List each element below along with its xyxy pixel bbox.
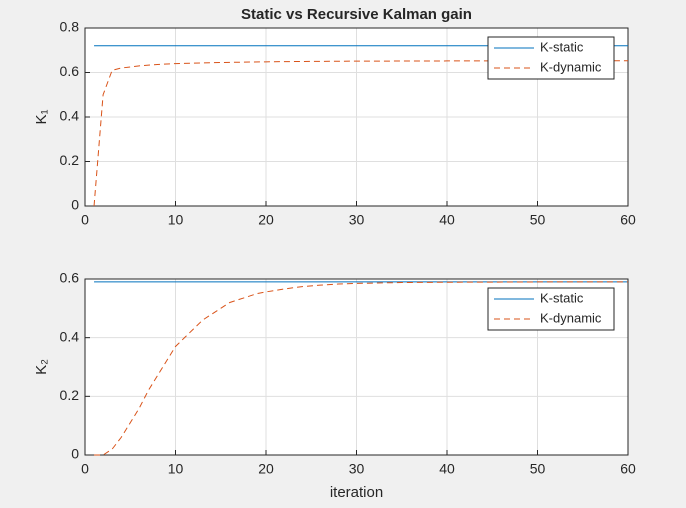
x-axis-label: iteration xyxy=(330,484,383,501)
x-tick-label: 40 xyxy=(439,212,455,228)
y-tick-label: 0.4 xyxy=(60,108,80,124)
chart-title: Static vs Recursive Kalman gain xyxy=(241,6,472,23)
data-line xyxy=(93,60,628,207)
x-tick-label: 60 xyxy=(620,461,636,477)
y-tick-label: 0.8 xyxy=(60,19,80,35)
x-tick-label: 20 xyxy=(258,461,274,477)
legend-box xyxy=(487,36,615,80)
y-tick-label: 0.2 xyxy=(60,152,80,168)
x-tick-label: 30 xyxy=(349,461,365,477)
y-tick-label: 0.6 xyxy=(60,270,80,286)
y-tick-label: 0 xyxy=(71,197,79,213)
y-tick-label: 0.4 xyxy=(60,328,80,344)
axes-box xyxy=(84,27,629,207)
data-line xyxy=(94,281,628,456)
x-tick-label: 20 xyxy=(258,212,274,228)
axes-box xyxy=(84,278,629,456)
legend-box xyxy=(487,287,615,331)
x-tick-label: 0 xyxy=(81,212,89,228)
x-tick-label: 60 xyxy=(620,212,636,228)
y-axis-label: K₂ xyxy=(33,359,50,375)
legend-label: K-dynamic xyxy=(540,310,602,325)
x-tick-label: 10 xyxy=(168,212,184,228)
x-tick-label: 0 xyxy=(81,461,89,477)
y-tick-label: 0.2 xyxy=(60,387,80,403)
x-tick-label: 30 xyxy=(349,212,365,228)
legend-label: K-dynamic xyxy=(540,59,602,74)
y-tick-label: 0 xyxy=(71,446,79,462)
x-tick-label: 50 xyxy=(530,461,546,477)
y-axis-label: K₁ xyxy=(33,109,50,124)
y-tick-label: 0.6 xyxy=(60,63,80,79)
legend-label: K-static xyxy=(540,39,584,54)
x-tick-label: 10 xyxy=(168,461,184,477)
x-tick-label: 50 xyxy=(530,212,546,228)
x-tick-label: 40 xyxy=(439,461,455,477)
legend-label: K-static xyxy=(540,290,584,305)
